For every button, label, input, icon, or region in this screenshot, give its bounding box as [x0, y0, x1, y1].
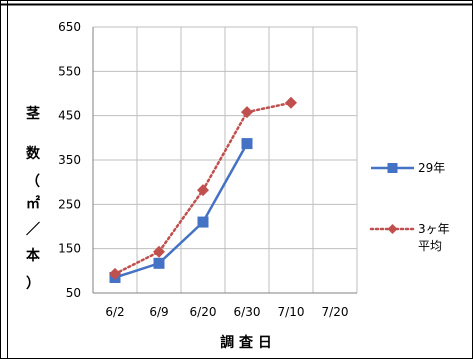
x-tick-label: 6/9 [149, 305, 168, 319]
y-axis-title: 茎数 （ ㎡ ／ 本 ） [26, 105, 41, 292]
y-axis-title-char: 数 [26, 145, 41, 162]
y-axis-title-char: （ [26, 174, 40, 190]
x-tick-labels: 6/2 6/9 6/20 6/30 7/10 7/20 [105, 305, 348, 319]
x-tick-label: 7/10 [278, 305, 305, 319]
y-tick-label: 350 [58, 153, 81, 167]
data-point [241, 138, 253, 150]
legend-marker [387, 163, 398, 173]
y-axis-title-char: ） [26, 276, 40, 292]
data-point [109, 267, 121, 280]
y-axis-title-char: 本 [26, 247, 41, 264]
y-tick-label: 450 [58, 109, 81, 123]
x-axis-title: 調 査 日 [220, 334, 272, 351]
data-point [153, 245, 165, 258]
y-axis-title-char: ／ [26, 222, 40, 238]
legend-label: 平均 [418, 239, 442, 253]
x-tick-label: 6/20 [190, 305, 217, 319]
y-tick-label: 150 [58, 242, 81, 256]
y-tick-label: 650 [58, 20, 81, 34]
series-group [109, 96, 297, 283]
y-axis-title-char: 茎 [26, 105, 40, 122]
y-tick-labels: 50 150 250 350 450 550 650 [58, 20, 81, 300]
y-axis-title-char: ㎡ [26, 195, 40, 212]
series-2 [109, 96, 297, 280]
x-tick-label: 6/2 [105, 305, 124, 319]
legend-marker [387, 224, 398, 234]
data-point [153, 257, 165, 269]
y-tick-label: 550 [58, 64, 81, 78]
legend-label: 29年 [418, 161, 445, 175]
data-point [197, 216, 209, 228]
y-tick-label: 250 [58, 197, 81, 211]
axes [92, 27, 357, 294]
x-tick-label: 6/30 [234, 305, 261, 319]
y-tick-label: 50 [66, 286, 81, 300]
x-tick-label: 7/20 [322, 305, 349, 319]
data-point [285, 96, 297, 109]
data-point [241, 106, 253, 119]
series-line [114, 142, 249, 279]
data-point [197, 184, 209, 197]
legend-label: 3ヶ年 [418, 222, 450, 236]
